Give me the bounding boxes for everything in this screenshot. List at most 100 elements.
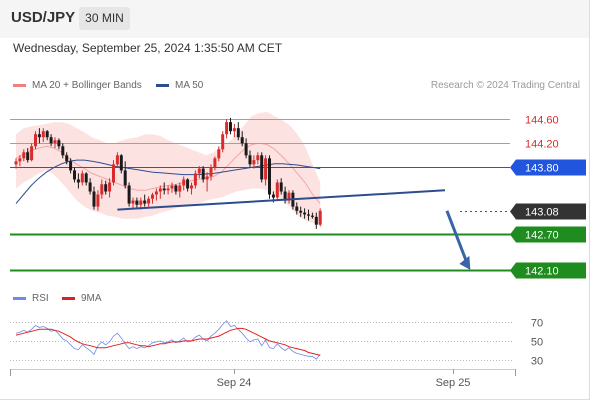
candle-body: [61, 146, 65, 156]
candle: [115, 152, 119, 168]
forecast-arrow-head: [459, 255, 471, 270]
candle: [41, 128, 45, 143]
candle-body: [104, 184, 108, 192]
candle: [240, 131, 244, 147]
candle-body: [201, 168, 205, 180]
candle-body: [49, 137, 53, 144]
candle-body: [162, 188, 166, 191]
candle-body: [217, 149, 221, 159]
candle-body: [268, 158, 271, 195]
candle: [135, 197, 139, 209]
candle: [201, 166, 205, 183]
candle: [279, 178, 283, 195]
candle-body: [229, 122, 232, 132]
level-label-box: [516, 203, 586, 220]
candle-body: [115, 155, 119, 165]
candle: [65, 152, 69, 165]
candle-body: [76, 179, 80, 183]
candle-body: [154, 191, 158, 195]
candle: [61, 143, 65, 159]
candle: [221, 131, 225, 153]
candle: [22, 149, 26, 162]
candle: [232, 123, 236, 138]
candle: [73, 167, 76, 183]
candle: [205, 172, 209, 192]
candle-body: [244, 143, 248, 156]
candle-body: [100, 184, 104, 195]
candle-body: [108, 182, 112, 192]
legend-label: RSI: [32, 293, 49, 304]
legend-swatch: [156, 83, 169, 87]
candle-body: [22, 152, 26, 159]
candle: [151, 192, 154, 204]
rsi-legend-item-9ma: 9MA: [62, 293, 102, 304]
candle: [178, 182, 182, 198]
candle-body: [178, 185, 182, 192]
candle: [275, 179, 279, 201]
candle-body: [139, 200, 143, 205]
candle: [30, 143, 34, 162]
symbol-title: USD/JPY: [11, 9, 76, 26]
candle: [100, 179, 104, 199]
level-label: 142.10: [525, 266, 559, 278]
candle: [295, 202, 299, 215]
candle-body: [57, 140, 61, 147]
legend-item-ma50: MA 50: [156, 80, 203, 91]
candle: [69, 158, 73, 174]
candle: [18, 155, 22, 167]
candle-body: [221, 134, 225, 150]
candle-body: [69, 161, 73, 171]
candle: [307, 209, 310, 221]
candle-body: [73, 170, 76, 180]
candle-body: [299, 210, 303, 213]
candle: [186, 178, 190, 192]
candle: [26, 148, 30, 163]
candle: [299, 206, 303, 217]
candle-body: [112, 164, 115, 183]
candle: [236, 122, 240, 141]
candle: [182, 176, 186, 191]
candle-body: [232, 128, 236, 132]
level-label: 142.70: [525, 230, 559, 242]
legend-item-bollinger: MA 20 + Bollinger Bands: [13, 80, 142, 91]
candle: [256, 152, 260, 165]
candle-body: [279, 182, 283, 192]
trendline: [117, 189, 446, 211]
candle: [88, 178, 92, 195]
candle-body: [127, 185, 131, 204]
candle: [84, 172, 88, 186]
candle-body: [34, 134, 37, 147]
candle-body: [271, 194, 275, 198]
candle-body: [256, 155, 260, 161]
rsi-tick-label: 50: [531, 337, 543, 349]
x-axis-label: Sep 25: [436, 377, 471, 389]
legend-swatch: [13, 296, 26, 300]
candle: [244, 138, 248, 159]
level-label-box: [516, 226, 586, 243]
candle: [14, 158, 18, 169]
credit-text: Research © 2024 Trading Central: [430, 80, 580, 91]
legend-label: 9MA: [81, 293, 102, 304]
level-label: 144.20: [525, 139, 559, 151]
legend-label: MA 50: [175, 80, 204, 91]
candle: [53, 137, 57, 149]
candle: [154, 188, 158, 201]
candle-body: [80, 173, 84, 183]
candle-body: [318, 210, 322, 225]
candle: [57, 138, 61, 150]
candle: [268, 155, 271, 199]
candle-body: [236, 128, 240, 138]
candle-body: [275, 182, 279, 198]
candle-body: [186, 179, 190, 189]
candle: [264, 155, 268, 186]
candle: [127, 182, 131, 207]
candle: [225, 119, 229, 139]
candle: [209, 164, 213, 181]
candle-body: [92, 191, 96, 207]
level-label-pointer: [510, 262, 516, 279]
candle: [287, 190, 291, 204]
timeframe-badge[interactable]: 30 MIN: [79, 7, 130, 30]
candle-body: [166, 188, 170, 191]
candle-body: [14, 161, 18, 165]
